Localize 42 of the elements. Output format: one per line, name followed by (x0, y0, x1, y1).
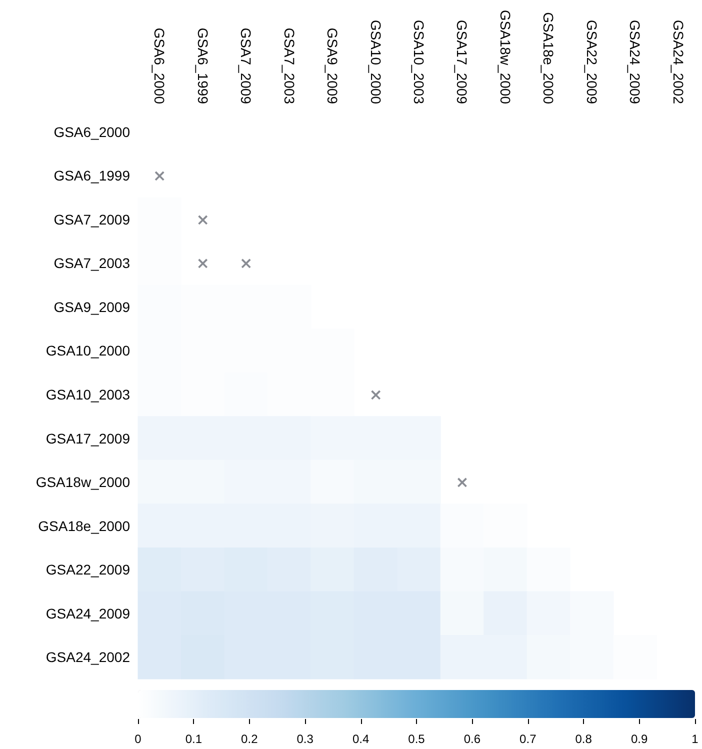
y-tick-label: GSA18e_2000 (38, 518, 130, 534)
y-tick-label: GSA7_2003 (54, 255, 130, 272)
color-bar-label: 1 (692, 732, 699, 746)
color-bar-label: 0 (134, 732, 142, 746)
text: × (239, 254, 253, 273)
y-tick-label: GSA10_2000 (46, 342, 130, 359)
text: × (369, 385, 382, 404)
color-bar-label: 0.6 (464, 732, 481, 746)
y-tick-label: GSA10_2003 (46, 386, 130, 402)
x-tick-label: GSA10_2003 (411, 20, 427, 104)
color-bar-label: 0.4 (352, 732, 370, 746)
y-tick-label: GSA6_1999 (54, 168, 130, 184)
x-tick-label: GSA10_2000 (368, 20, 384, 104)
color-bar-label: 0.8 (575, 732, 592, 746)
x-tick-label: GSA7_2003 (281, 28, 298, 104)
x-tick-label: GSA6_1999 (194, 28, 211, 104)
y-tick-label: GSA7_2009 (54, 211, 130, 228)
y-tick-label: GSA24_2009 (46, 605, 130, 622)
x-tick-label: GSA18e_2000 (540, 12, 557, 104)
color-bar-label: 0.3 (296, 732, 314, 746)
color-bar-label: 0.5 (408, 732, 426, 746)
y-tick-label: GSA24_2002 (46, 649, 130, 666)
y-tick-label: GSA18w_2000 (36, 474, 130, 490)
x-tick-label: GSA9_2009 (324, 28, 341, 104)
y-tick-label: GSA17_2009 (46, 430, 130, 446)
color-bar-label: 0.9 (630, 732, 648, 746)
x-tick-label: GSA7_2009 (238, 28, 254, 104)
x-tick-label: GSA18w_2000 (497, 10, 514, 104)
x-tick-label: GSA24_2002 (670, 20, 686, 104)
x-tick-label: GSA22_2009 (584, 20, 600, 104)
text: × (196, 254, 210, 273)
x-tick-label: GSA24_2009 (627, 20, 644, 104)
y-tick-label: GSA22_2009 (46, 562, 130, 578)
y-tick-label: GSA9_2009 (54, 298, 130, 315)
y-tick-label: GSA6_2000 (54, 124, 130, 140)
text: × (456, 472, 469, 492)
color-bar-label: 0.2 (241, 732, 258, 746)
x-tick-label: GSA17_2009 (454, 20, 470, 104)
text: × (152, 166, 166, 186)
color-bar-label: 0.7 (520, 732, 537, 746)
text: × (196, 210, 210, 229)
color-bar-label: 0.1 (185, 732, 202, 746)
